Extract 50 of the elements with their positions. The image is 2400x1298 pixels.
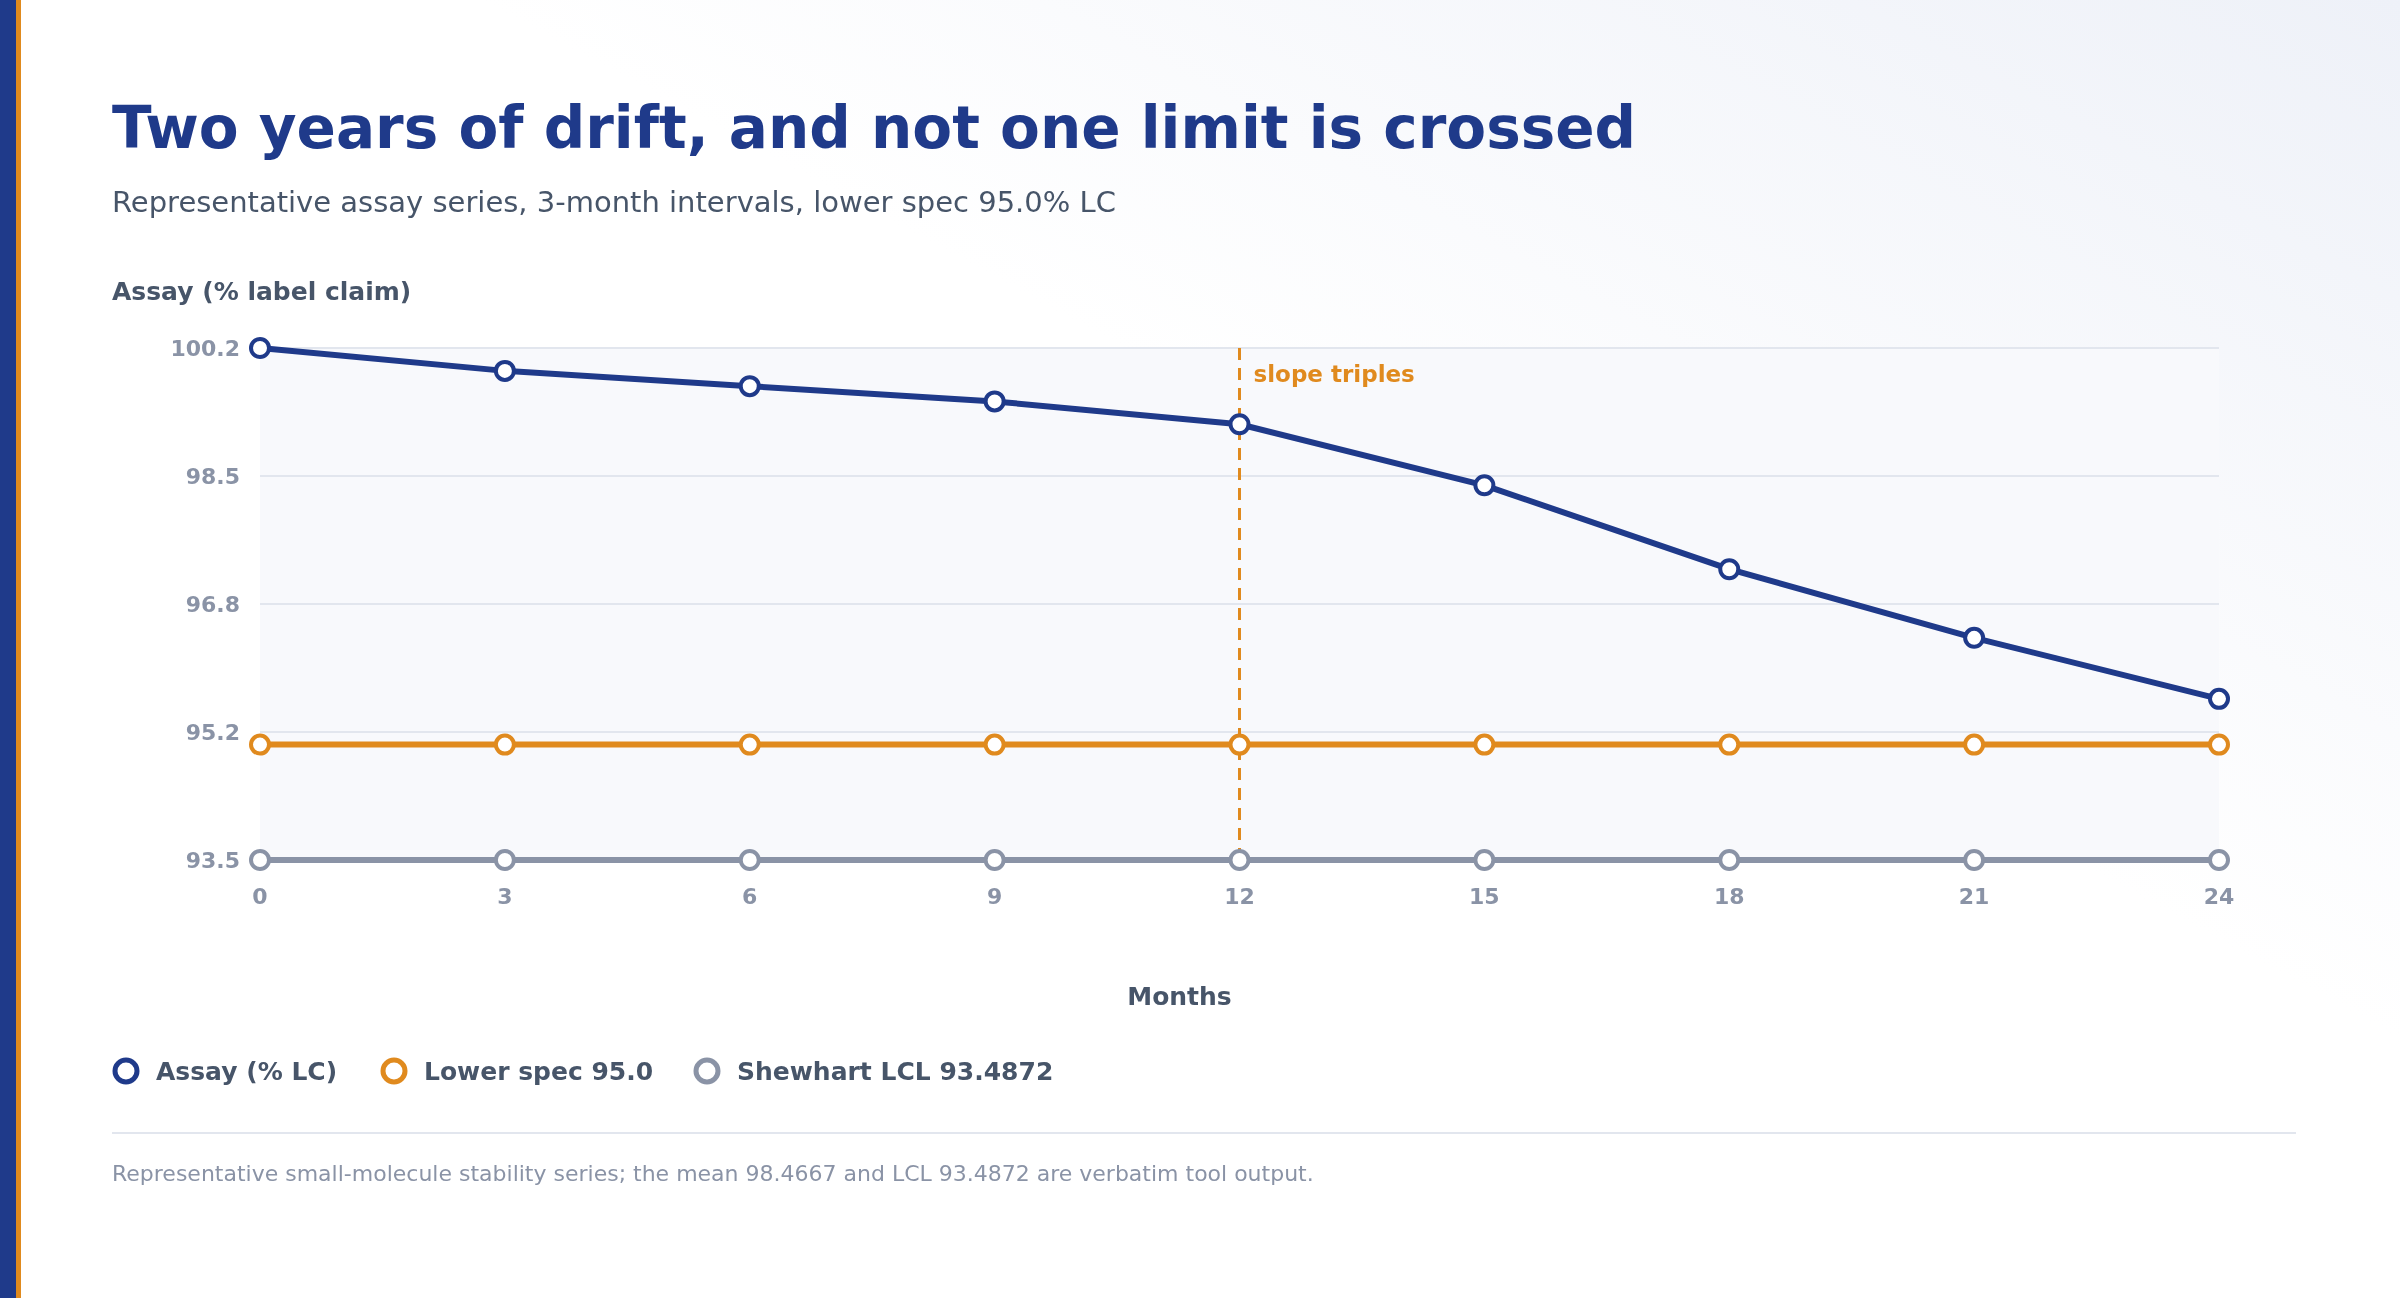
- y-axis-title: Assay (% label claim): [112, 277, 412, 306]
- point: [2208, 733, 2230, 756]
- legend-label: Assay (% LC): [156, 1056, 338, 1086]
- point: [2208, 687, 2230, 710]
- y-tick-label: 96.8: [185, 591, 240, 617]
- point: [1963, 626, 1986, 649]
- x-tick-label: 21: [1958, 884, 1990, 909]
- point: [249, 733, 271, 756]
- point: [983, 849, 1006, 871]
- point: [1963, 849, 1986, 871]
- text: Representative small-molecule stability series; the mean 98.4667 and LCL 93.4872 are verbatim tool output.: [112, 1161, 1314, 1186]
- x-tick-label: 15: [1469, 884, 1500, 909]
- point: [1228, 849, 1251, 871]
- chart-title: Two years of drift, and not one limit is crossed: [112, 94, 1637, 162]
- point: [493, 849, 516, 871]
- legend-label: Shewhart LCL 93.4872: [737, 1056, 1054, 1086]
- point: [493, 359, 516, 382]
- x-tick-label: 6: [742, 884, 758, 909]
- point: [2208, 849, 2230, 871]
- point: [738, 849, 761, 871]
- point: [1718, 558, 1741, 581]
- legend-label: Lower spec 95.0: [424, 1056, 654, 1086]
- point: [249, 337, 271, 359]
- y-tick-label: 95.2: [185, 719, 240, 745]
- point: [738, 375, 761, 398]
- ref-line-label: slope triples: [1253, 361, 1415, 387]
- y-tick-label: 98.5: [185, 463, 240, 489]
- point: [1473, 733, 1496, 756]
- point: [983, 733, 1006, 756]
- point: [983, 390, 1006, 413]
- point: [1473, 474, 1496, 497]
- point: [1228, 733, 1251, 756]
- point: [1963, 733, 1986, 756]
- x-tick-label: 12: [1224, 884, 1255, 909]
- point: [738, 733, 761, 756]
- point: [493, 733, 516, 756]
- point: [1718, 849, 1741, 871]
- y-tick-label: 93.5: [185, 847, 240, 873]
- point: [1228, 413, 1251, 436]
- chart-subtitle: Representative assay series, 3-month intervals, lower spec 95.0% LC: [112, 185, 1116, 219]
- x-tick-label: 0: [252, 884, 268, 909]
- x-axis-title: Months: [1127, 982, 1232, 1011]
- point: [1473, 849, 1496, 871]
- point: [249, 849, 271, 871]
- point: [1718, 733, 1741, 756]
- x-tick-label: 24: [2203, 884, 2235, 909]
- x-tick-label: 18: [1713, 884, 1745, 909]
- x-tick-label: 9: [986, 884, 1003, 909]
- x-tick-label: 3: [497, 884, 513, 909]
- y-tick-label: 100.2: [170, 335, 240, 361]
